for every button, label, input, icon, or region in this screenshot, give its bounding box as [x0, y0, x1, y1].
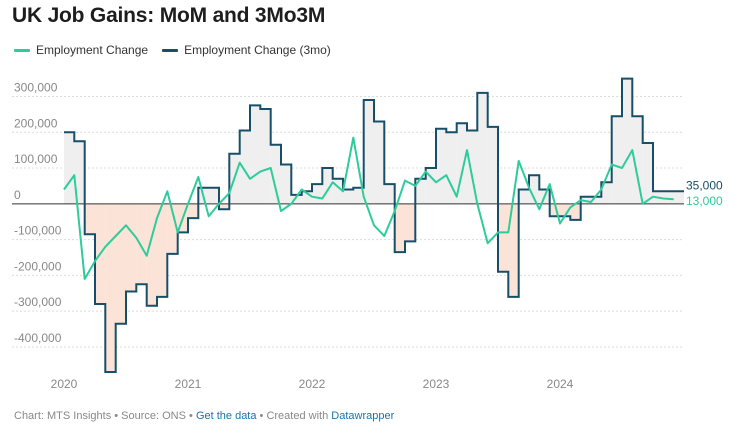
area-segment [508, 203, 519, 297]
y-tick-label: 200,000 [14, 116, 58, 130]
y-tick-label: 0 [14, 188, 21, 202]
area-segment [74, 141, 85, 204]
y-tick-label: -100,000 [14, 224, 62, 238]
area-segment [591, 196, 602, 204]
area-segment [549, 203, 560, 217]
area-segment [601, 182, 612, 204]
footer-created: • Created with [259, 410, 329, 422]
area-segment [570, 203, 581, 220]
area-segment [115, 203, 126, 324]
area-segment [642, 142, 653, 204]
area-segment [363, 100, 374, 204]
legend-swatch-mom [14, 48, 30, 52]
area-segment [498, 203, 509, 272]
area-segment [425, 168, 436, 204]
area-segment [632, 116, 643, 204]
y-tick-label: 100,000 [14, 152, 58, 166]
area-segment [487, 126, 498, 204]
area-segment [343, 189, 354, 204]
legend-label-mom: Employment Change [36, 43, 149, 57]
area-segment [529, 175, 540, 204]
area-segment [188, 203, 199, 219]
footer: Chart: MTS Insights • Source: ONS • Get … [14, 410, 394, 422]
area-segment [260, 108, 271, 204]
area-segment [105, 203, 116, 372]
chart-title: UK Job Gains: MoM and 3Mo3M [12, 4, 326, 27]
area-segment [467, 130, 478, 204]
get-data-link[interactable]: Get the data [195, 410, 257, 422]
area-segment [84, 203, 95, 235]
footer-credit: Chart: MTS Insights • Source: ONS • [14, 410, 193, 422]
area-segment [239, 130, 250, 204]
area-segment [436, 128, 447, 204]
legend-item-3mo: Employment Change (3mo) [162, 43, 331, 57]
area-segment [673, 191, 684, 204]
area-segment [560, 203, 571, 217]
area-segment [208, 187, 219, 204]
x-tick-label: 2020 [51, 377, 78, 391]
area-segment [64, 132, 75, 204]
area-segment [622, 78, 633, 204]
area-segment [446, 132, 457, 204]
area-segment [394, 203, 405, 253]
area-segment [518, 189, 529, 204]
area-segment [270, 144, 281, 204]
area-segment [126, 203, 137, 292]
series-line-3mo [64, 77, 684, 373]
area-segment [301, 191, 312, 204]
area-segment [167, 203, 178, 254]
area-segment [456, 123, 467, 204]
area-segment [146, 203, 157, 306]
area-segment [415, 178, 426, 204]
area-segment [374, 121, 385, 204]
area-segment [322, 168, 333, 204]
area-segment [405, 203, 416, 242]
area-segment [332, 178, 343, 204]
legend-label-3mo: Employment Change (3mo) [184, 43, 331, 57]
datawrapper-link[interactable]: Datawrapper [331, 410, 395, 422]
area-segment [477, 92, 488, 204]
area-segment [312, 184, 323, 204]
area-segment [663, 191, 674, 204]
y-tick-label: -400,000 [14, 331, 62, 345]
legend-swatch-3mo [162, 48, 179, 52]
area-segment [353, 187, 364, 204]
area-segment [250, 105, 261, 204]
end-label: 35,000 [686, 178, 723, 192]
end-label: 13,000 [686, 194, 723, 208]
area-segment [281, 164, 292, 204]
area-segment [384, 184, 395, 204]
y-tick-label: -300,000 [14, 295, 62, 309]
legend: Employment Change Employment Change (3mo… [14, 43, 345, 57]
y-tick-label: 300,000 [14, 80, 58, 94]
x-tick-label: 2022 [299, 377, 326, 391]
area-segment [611, 116, 622, 204]
x-tick-label: 2021 [175, 377, 202, 391]
area-segment [291, 194, 302, 204]
x-tick-label: 2023 [423, 377, 450, 391]
area-segment [136, 203, 147, 285]
area-segment [157, 203, 168, 297]
x-tick-label: 2024 [547, 377, 574, 391]
y-tick-label: -200,000 [14, 259, 62, 273]
legend-item-mom: Employment Change [14, 43, 148, 57]
series-line-mom [63, 136, 674, 280]
area-segment [219, 203, 230, 210]
